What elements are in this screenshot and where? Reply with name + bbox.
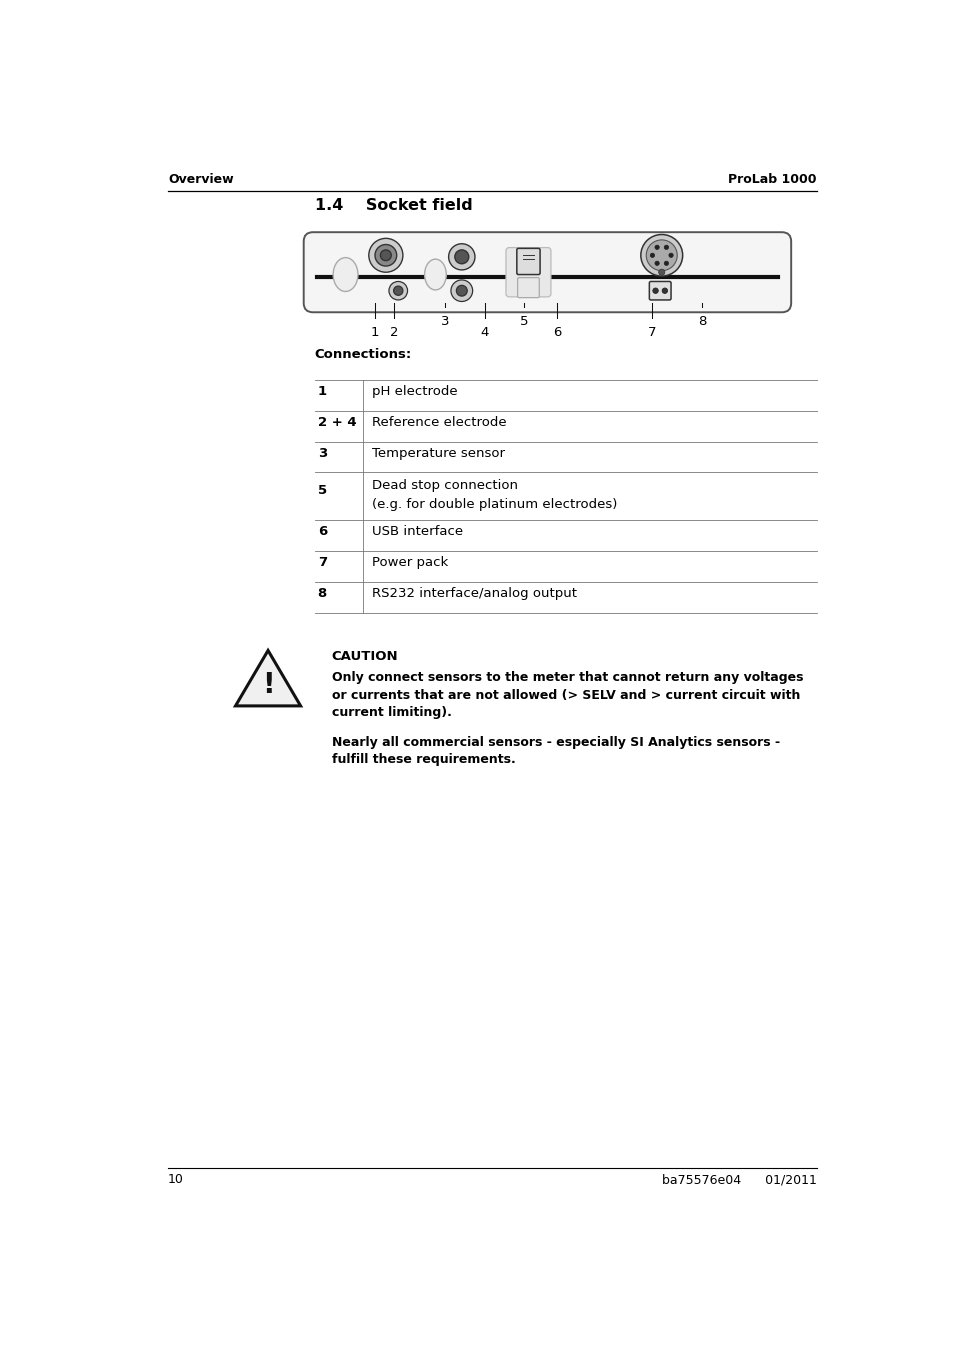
Circle shape xyxy=(448,243,475,270)
Text: 2 + 4: 2 + 4 xyxy=(317,416,355,430)
Polygon shape xyxy=(235,650,300,705)
Text: Connections:: Connections: xyxy=(314,347,412,361)
Text: USB interface: USB interface xyxy=(372,526,462,539)
Text: Only connect sensors to the meter that cannot return any voltages
or currents th: Only connect sensors to the meter that c… xyxy=(332,671,802,719)
Circle shape xyxy=(661,288,667,293)
Text: !: ! xyxy=(261,671,274,698)
Text: 6: 6 xyxy=(553,326,560,339)
Text: 1: 1 xyxy=(371,326,379,339)
Ellipse shape xyxy=(424,259,446,290)
Circle shape xyxy=(456,285,467,296)
Circle shape xyxy=(663,245,668,250)
Circle shape xyxy=(658,269,664,276)
FancyBboxPatch shape xyxy=(517,249,539,274)
FancyBboxPatch shape xyxy=(649,281,670,300)
FancyBboxPatch shape xyxy=(505,247,550,297)
Circle shape xyxy=(375,245,396,266)
Circle shape xyxy=(655,245,659,250)
Circle shape xyxy=(655,261,659,265)
Circle shape xyxy=(394,286,402,296)
Circle shape xyxy=(663,261,668,265)
Text: Overview: Overview xyxy=(168,173,233,186)
Circle shape xyxy=(451,280,472,301)
Text: CAUTION: CAUTION xyxy=(332,650,397,662)
Circle shape xyxy=(455,250,468,263)
Text: 8: 8 xyxy=(317,586,327,600)
Text: 2: 2 xyxy=(390,326,398,339)
Text: 3: 3 xyxy=(317,447,327,459)
Circle shape xyxy=(652,288,658,293)
Text: ba75576e04      01/2011: ba75576e04 01/2011 xyxy=(661,1173,816,1186)
FancyBboxPatch shape xyxy=(517,277,538,297)
Circle shape xyxy=(640,235,682,276)
Text: 1: 1 xyxy=(317,385,327,399)
Circle shape xyxy=(650,253,654,258)
Text: 3: 3 xyxy=(440,315,449,328)
Ellipse shape xyxy=(333,258,357,292)
Text: ProLab 1000: ProLab 1000 xyxy=(727,173,816,186)
Text: 5: 5 xyxy=(317,484,327,497)
Text: 7: 7 xyxy=(317,557,327,569)
Circle shape xyxy=(380,250,391,261)
Text: Nearly all commercial sensors - especially SI Analytics sensors -
fulfill these : Nearly all commercial sensors - especial… xyxy=(332,736,779,766)
Text: Temperature sensor: Temperature sensor xyxy=(372,447,504,459)
Text: RS232 interface/analog output: RS232 interface/analog output xyxy=(372,586,577,600)
Text: 4: 4 xyxy=(480,326,489,339)
Text: Power pack: Power pack xyxy=(372,557,448,569)
Text: Dead stop connection: Dead stop connection xyxy=(372,480,517,492)
Text: 5: 5 xyxy=(519,315,528,328)
Circle shape xyxy=(369,238,402,273)
Text: 6: 6 xyxy=(317,526,327,539)
Circle shape xyxy=(645,240,677,270)
Circle shape xyxy=(668,253,673,258)
Text: pH electrode: pH electrode xyxy=(372,385,457,399)
Text: 7: 7 xyxy=(647,326,656,339)
Text: 1.4    Socket field: 1.4 Socket field xyxy=(314,199,472,213)
Text: (e.g. for double platinum electrodes): (e.g. for double platinum electrodes) xyxy=(372,497,617,511)
Circle shape xyxy=(389,281,407,300)
FancyBboxPatch shape xyxy=(303,232,790,312)
Text: 8: 8 xyxy=(698,315,705,328)
Text: 10: 10 xyxy=(168,1173,184,1186)
Text: Reference electrode: Reference electrode xyxy=(372,416,506,430)
